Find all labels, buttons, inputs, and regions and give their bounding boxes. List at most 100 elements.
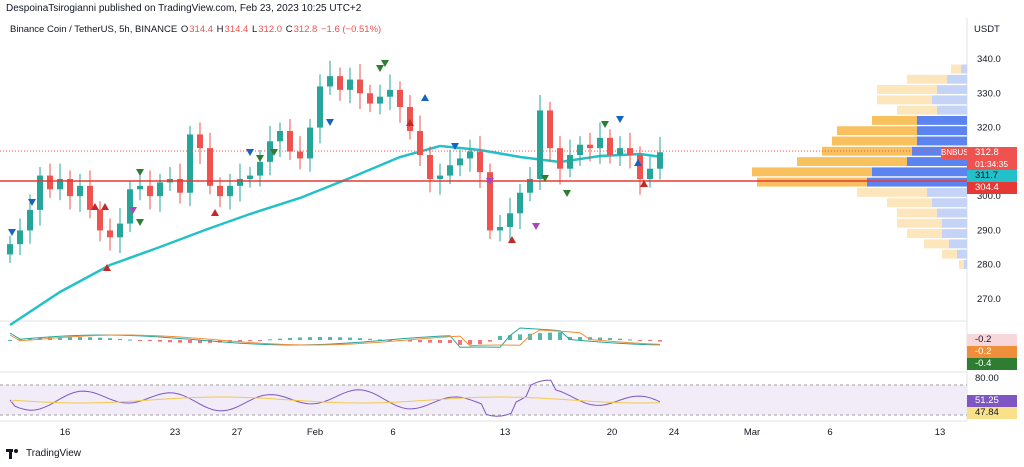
vp-row-up xyxy=(877,95,932,105)
macd-signal-line xyxy=(9,329,661,347)
macd-bar xyxy=(418,340,422,343)
change-value: −1.6 (−0.51%) xyxy=(320,24,382,35)
candle-body xyxy=(537,110,543,179)
price-tick-label: 330.0 xyxy=(977,88,1001,99)
candle-body xyxy=(177,179,183,193)
candle-body xyxy=(237,179,243,186)
vp-row-down xyxy=(937,105,967,115)
macd-bar xyxy=(288,338,292,340)
macd-bar xyxy=(468,340,472,345)
low-value: 312.0 xyxy=(258,24,283,35)
vp-row-down xyxy=(917,115,967,125)
macd-bar xyxy=(408,340,412,342)
macd-bar xyxy=(278,338,282,340)
candle-body xyxy=(227,185,233,197)
candle-body xyxy=(307,127,313,159)
currency-label: USDT xyxy=(974,24,1000,35)
candle-body xyxy=(427,155,433,179)
symbol-legend: Binance Coin / TetherUS, 5h, BINANCE O 31… xyxy=(10,24,382,35)
vp-row-up xyxy=(907,229,942,239)
symbol-tag: BNBUSDT xyxy=(941,147,980,159)
countdown-tag: 01:34:35 xyxy=(967,158,1017,170)
tradingview-logo-icon xyxy=(6,448,22,459)
macd-bar xyxy=(448,340,452,343)
candle-body xyxy=(457,158,463,166)
macd-bar xyxy=(618,338,622,340)
macd-bar xyxy=(158,340,162,342)
hline-value-tag: 304.4 xyxy=(967,182,1017,194)
candle-body xyxy=(67,179,73,197)
candle-body xyxy=(337,76,343,90)
candle-body xyxy=(587,144,593,149)
vp-row-up xyxy=(872,115,917,125)
candles xyxy=(7,60,663,263)
signal-down-marker xyxy=(270,149,278,156)
close-value: 312.8 xyxy=(293,24,318,35)
macd-bar xyxy=(108,338,112,340)
vp-row-down xyxy=(917,126,967,136)
vp-row-up xyxy=(797,157,907,167)
candle-body xyxy=(277,131,283,142)
macd-bar xyxy=(378,339,382,341)
macd-bar xyxy=(138,340,142,341)
time-tick-label: 16 xyxy=(60,427,71,438)
volume-profile xyxy=(752,64,967,269)
signal-up-marker xyxy=(634,159,642,166)
signal-up-marker xyxy=(101,203,109,210)
macd-bar xyxy=(518,334,522,340)
macd-bar xyxy=(608,338,612,340)
symbol-title: Binance Coin / TetherUS, 5h, BINANCE xyxy=(10,24,178,35)
macd-bar xyxy=(318,337,322,340)
signal-down-marker xyxy=(246,149,254,156)
vp-row-down xyxy=(942,218,967,228)
rsi-ma-line xyxy=(9,396,661,404)
candle-body xyxy=(387,89,393,97)
vp-row-down xyxy=(937,208,967,218)
vp-row-up xyxy=(857,187,927,197)
price-tick-label: 280.0 xyxy=(977,260,1001,271)
signal-down-marker xyxy=(541,175,549,182)
candle-body xyxy=(617,148,623,155)
brand-name: TradingView xyxy=(26,448,82,459)
macd-bar xyxy=(488,340,492,342)
macd-bar xyxy=(348,337,352,340)
vp-row-up xyxy=(837,126,917,136)
candle-body xyxy=(597,137,603,149)
macd-bar xyxy=(338,337,342,340)
time-tick-label: 24 xyxy=(669,427,680,438)
vp-row-up xyxy=(951,64,961,74)
vp-row-up xyxy=(907,74,947,84)
candle-body xyxy=(257,161,263,176)
price-tick-label: 300.0 xyxy=(977,191,1001,202)
low-label: L xyxy=(251,24,258,35)
candle-body xyxy=(317,86,323,128)
footer[interactable]: TradingView xyxy=(6,448,81,459)
candle-body xyxy=(637,155,643,179)
candle-body xyxy=(437,175,443,179)
macd-bar xyxy=(298,337,302,340)
macd-tag-2: -0.2 xyxy=(967,346,1017,358)
vp-row-down xyxy=(942,229,967,239)
macd-bar xyxy=(168,340,172,343)
high-label: H xyxy=(216,24,224,35)
macd-bar xyxy=(68,337,72,340)
macd-bar xyxy=(178,340,182,343)
macd-bar xyxy=(268,339,272,341)
candle-body xyxy=(577,144,583,155)
macd-bar xyxy=(28,338,32,340)
macd-bar xyxy=(118,338,122,340)
macd-tag-1: -0.2 xyxy=(967,334,1017,346)
candle-body xyxy=(247,175,253,179)
macd-bar xyxy=(328,337,332,340)
macd-bar xyxy=(598,337,602,340)
publisher-line: DespoinaTsirogianni published on Trading… xyxy=(6,3,362,14)
macd-bar xyxy=(558,332,562,340)
signal-down-marker xyxy=(376,65,384,72)
open-label: O xyxy=(180,24,189,35)
vp-row-down xyxy=(964,259,967,269)
candle-body xyxy=(647,168,653,179)
signal-down-marker xyxy=(616,116,624,123)
time-tick-label: 20 xyxy=(607,427,618,438)
candle-body xyxy=(77,185,83,197)
